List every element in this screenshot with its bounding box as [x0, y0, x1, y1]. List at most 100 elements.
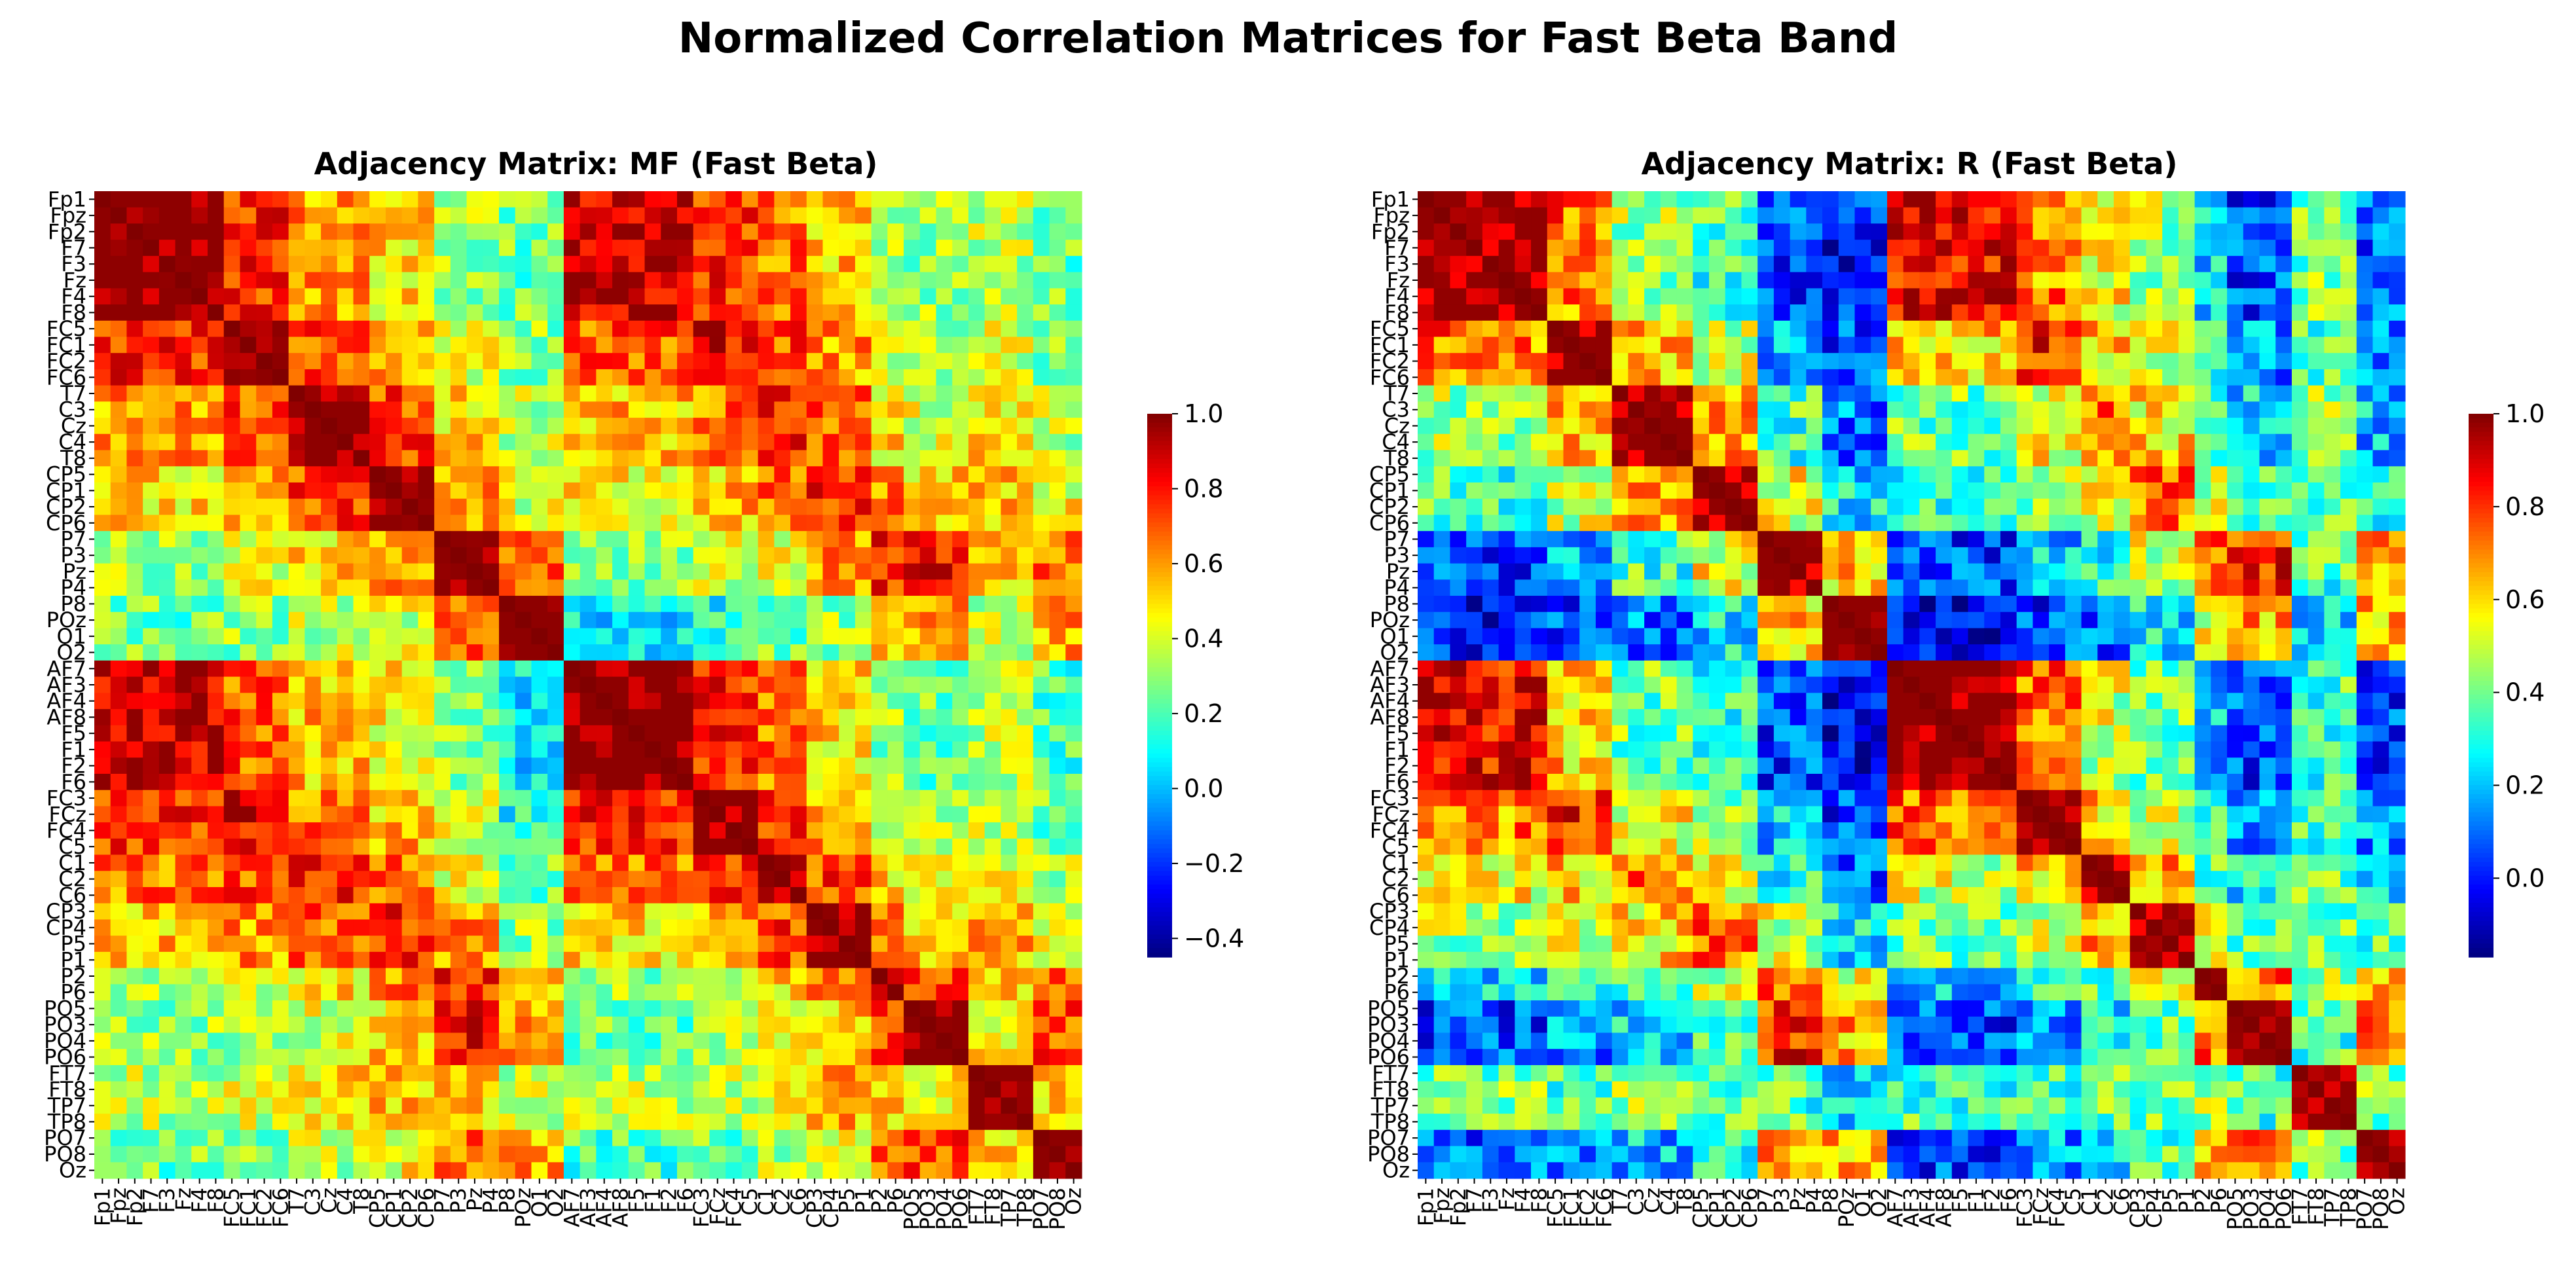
heatmap-cell — [887, 369, 904, 386]
heatmap-cell — [822, 1129, 839, 1147]
colorbar-segment — [1147, 653, 1172, 659]
heatmap-cell — [434, 806, 451, 823]
heatmap-cell — [143, 353, 160, 370]
heatmap-cell — [1984, 320, 2001, 338]
heatmap-cell — [1466, 337, 1483, 354]
heatmap-cell — [919, 498, 937, 516]
heatmap-cell — [644, 1065, 661, 1082]
heatmap-cell — [774, 1049, 791, 1066]
heatmap-cell — [126, 854, 143, 871]
heatmap-cell — [612, 725, 629, 742]
heatmap-cell — [919, 660, 937, 678]
heatmap-cell — [726, 337, 743, 354]
heatmap-cell — [936, 482, 953, 500]
heatmap-cell — [628, 1000, 646, 1017]
heatmap-cell — [304, 1146, 322, 1163]
heatmap-cell — [855, 1081, 872, 1098]
heatmap-cell — [806, 385, 824, 402]
colorbar-segment — [1147, 880, 1172, 885]
heatmap-cell — [450, 1049, 468, 1066]
heatmap-cell — [676, 628, 694, 645]
heatmap-cell — [288, 1065, 305, 1082]
x-tick-label: F3 — [155, 1188, 179, 1213]
heatmap-cell — [1001, 919, 1018, 936]
heatmap-cell — [1676, 369, 1693, 386]
heatmap-cell — [1065, 498, 1082, 516]
heatmap-cell — [418, 1114, 435, 1131]
heatmap-cell — [2049, 304, 2066, 321]
heatmap-cell — [369, 1146, 386, 1163]
heatmap-cell — [434, 984, 451, 1001]
heatmap-cell — [758, 1081, 775, 1098]
heatmap-cell — [596, 1146, 613, 1163]
colorbar-segment — [1147, 948, 1172, 953]
heatmap-cell — [337, 611, 354, 629]
heatmap-cell — [110, 709, 128, 726]
heatmap-cell — [871, 773, 888, 791]
heatmap-cell — [1515, 337, 1532, 354]
heatmap-cell — [855, 272, 872, 289]
heatmap-cell — [968, 596, 985, 613]
heatmap-cell — [612, 741, 629, 758]
heatmap-cell — [1065, 1162, 1082, 1179]
heatmap-cell — [580, 304, 597, 321]
heatmap-cell — [709, 1129, 726, 1147]
heatmap-cell — [2016, 385, 2034, 402]
heatmap-cell — [693, 353, 710, 370]
heatmap-cell — [1033, 320, 1050, 338]
heatmap-cell — [466, 773, 483, 791]
heatmap-cell — [1838, 255, 1856, 273]
heatmap-cell — [919, 838, 937, 856]
heatmap-cell — [693, 240, 710, 257]
heatmap-cell — [2308, 320, 2325, 338]
heatmap-cell — [968, 1016, 985, 1034]
heatmap-cell — [871, 304, 888, 321]
heatmap-cell — [628, 1065, 646, 1082]
heatmap-cell — [158, 466, 176, 483]
heatmap-cell — [839, 757, 856, 774]
heatmap-cell — [693, 806, 710, 823]
heatmap-cell — [596, 725, 613, 742]
heatmap-cell — [887, 288, 904, 305]
heatmap-cell — [304, 1129, 322, 1147]
heatmap-cell — [450, 596, 468, 613]
heatmap-cell — [968, 822, 985, 839]
heatmap-cell — [175, 498, 192, 516]
heatmap-cell — [1919, 304, 1936, 321]
heatmap-cell — [774, 968, 791, 985]
heatmap-cell — [531, 1049, 548, 1066]
heatmap-cell — [1418, 288, 1435, 305]
heatmap-cell — [904, 418, 921, 435]
heatmap-cell — [1693, 288, 1710, 305]
heatmap-cell — [158, 353, 176, 370]
heatmap-cell — [628, 628, 646, 645]
heatmap-cell — [693, 596, 710, 613]
heatmap-cell — [2324, 385, 2341, 402]
heatmap-cell — [839, 337, 856, 354]
heatmap-cell — [1001, 1065, 1018, 1082]
heatmap-cell — [936, 401, 953, 418]
heatmap-cell — [2372, 240, 2389, 257]
heatmap-cell — [434, 644, 451, 661]
heatmap-cell — [1033, 838, 1050, 856]
heatmap-cell — [984, 385, 1001, 402]
heatmap-cell — [855, 1129, 872, 1147]
heatmap-cell — [208, 596, 225, 613]
heatmap-cell — [1065, 547, 1082, 564]
heatmap-cell — [208, 871, 225, 888]
heatmap-cell — [175, 1162, 192, 1179]
heatmap-cell — [337, 1114, 354, 1131]
heatmap-cell — [94, 563, 111, 580]
heatmap-cell — [984, 984, 1001, 1001]
heatmap-cell — [175, 644, 192, 661]
heatmap-cell — [709, 1000, 726, 1017]
heatmap-cell — [758, 1129, 775, 1147]
heatmap-cell — [1773, 320, 1791, 338]
heatmap-cell — [839, 255, 856, 273]
heatmap-cell — [143, 418, 160, 435]
heatmap-cell — [531, 1129, 548, 1147]
x-tick-label: PO3 — [915, 1188, 940, 1230]
heatmap-cell — [563, 1114, 581, 1131]
heatmap-cell — [2065, 304, 2082, 321]
heatmap-cell — [1017, 676, 1034, 693]
